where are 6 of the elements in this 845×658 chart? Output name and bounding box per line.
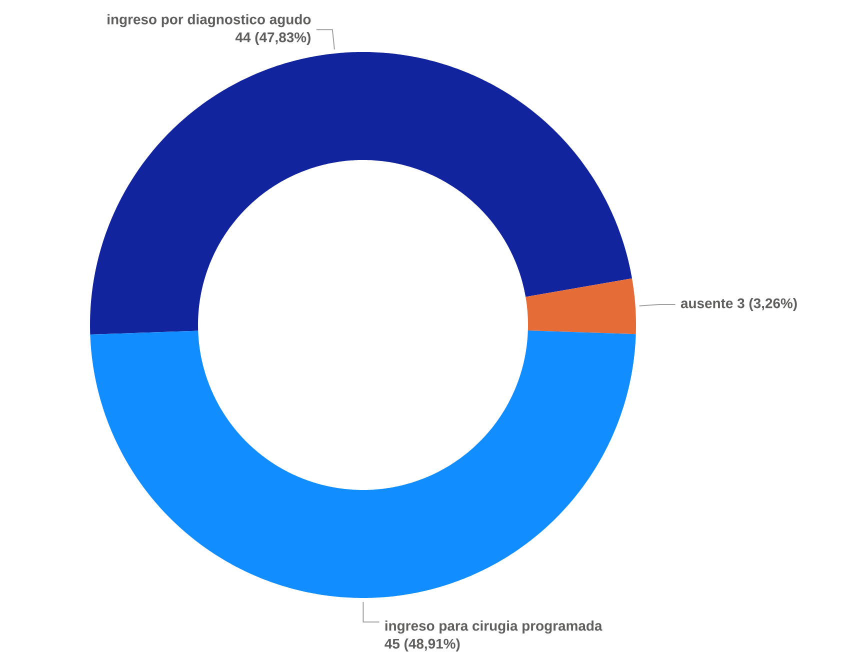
data-label: 44 (47,83%) — [235, 32, 310, 46]
slice-label: ausente — [680, 298, 733, 308]
data-label: 45 (48,91%) — [384, 638, 460, 652]
slice-label: ingreso por diagnostico agudo — [108, 14, 311, 28]
slice-label: ingreso para cirugia programada — [385, 620, 602, 634]
data-label: 3 (3,26%) — [737, 298, 797, 311]
